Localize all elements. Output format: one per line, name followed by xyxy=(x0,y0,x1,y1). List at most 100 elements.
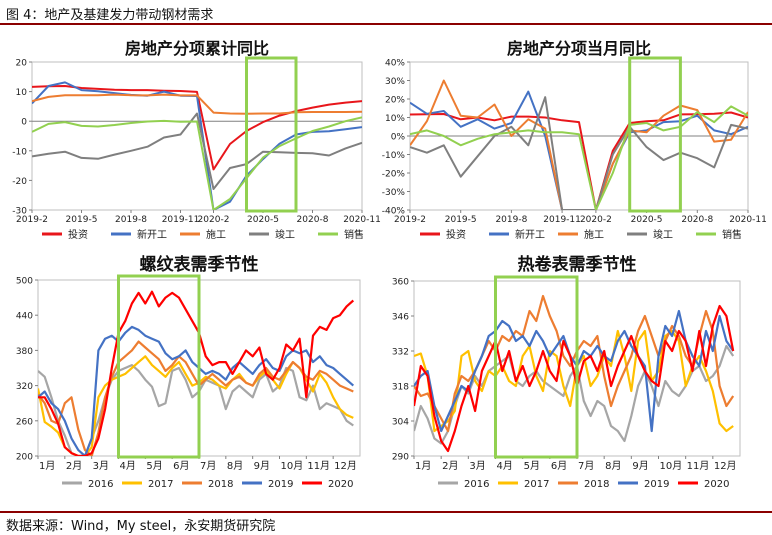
series-line-施工 xyxy=(32,93,362,115)
y-tick-label: 40% xyxy=(385,59,405,69)
legend-label: 2017 xyxy=(524,479,549,490)
y-tick-label: 346 xyxy=(392,313,409,323)
x-tick-label: 6月 xyxy=(551,460,567,472)
y-tick-label: 10% xyxy=(385,114,405,124)
y-tick-label: 380 xyxy=(16,347,33,357)
x-tick-label: 2020-5 xyxy=(247,215,279,225)
x-tick-label: 2020-5 xyxy=(631,215,663,225)
legend-label: 施工 xyxy=(584,228,604,241)
x-tick-label: 8月 xyxy=(605,460,621,472)
x-tick-label: 3月 xyxy=(93,460,109,472)
y-tick-label: 20 xyxy=(16,59,28,69)
x-tick-label: 2020-11 xyxy=(343,215,381,225)
legend-label: 2018 xyxy=(584,479,609,490)
y-tick-label: 10 xyxy=(16,88,28,98)
y-tick-label: -20 xyxy=(12,177,27,187)
x-tick-label: 10月 xyxy=(281,460,304,472)
chart-title: 房地产分项累计同比 xyxy=(125,39,269,58)
series-line-2020 xyxy=(414,304,735,453)
x-tick-label: 2020-8 xyxy=(681,215,713,225)
x-tick-label: 2019-2 xyxy=(394,215,426,225)
x-tick-label: 12月 xyxy=(334,460,357,472)
series-line-2018 xyxy=(414,294,735,433)
series-line-2018 xyxy=(38,340,354,456)
chart-title: 热卷表需季节性 xyxy=(518,254,637,275)
y-tick-label: 260 xyxy=(16,417,33,427)
legend-label: 2019 xyxy=(268,479,293,490)
legend-label: 2019 xyxy=(644,479,669,490)
y-tick-label: 30% xyxy=(385,77,405,87)
x-tick-label: 5月 xyxy=(146,460,162,472)
chart-title: 房地产分项当月同比 xyxy=(507,39,651,58)
x-tick-label: 2019-8 xyxy=(495,215,527,225)
x-tick-label: 7月 xyxy=(200,460,216,472)
legend-label: 2020 xyxy=(328,479,353,490)
highlight-box xyxy=(117,274,201,459)
series-line-2020 xyxy=(38,290,355,456)
y-tick-label: -30 xyxy=(12,207,27,217)
highlight-box xyxy=(245,56,298,213)
x-tick-label: 2020-11 xyxy=(729,215,767,225)
x-tick-label: 1月 xyxy=(39,460,55,472)
x-tick-label: 2020-2 xyxy=(580,215,612,225)
y-tick-label: 0 xyxy=(21,118,27,128)
top-divider xyxy=(0,23,772,25)
x-tick-label: 2019-11 xyxy=(543,215,581,225)
highlight-box xyxy=(628,56,682,213)
legend-label: 销售 xyxy=(344,228,364,241)
x-tick-label: 11月 xyxy=(687,460,710,472)
x-tick-label: 5月 xyxy=(524,460,540,472)
y-tick-label: -30% xyxy=(382,188,406,198)
x-tick-label: 2019-2 xyxy=(16,215,48,225)
x-tick-label: 10月 xyxy=(660,460,683,472)
x-tick-label: 9月 xyxy=(632,460,648,472)
chart-3: 螺纹表需季节性 200 260 320 380 440 500 1月 2月 3月 4月 5月 6月 7月 8… xyxy=(16,254,361,490)
y-tick-label: 290 xyxy=(392,453,409,463)
series-line-竣工 xyxy=(32,112,362,190)
chart-2: 房地产分项当月同比 -40% -30% -20% -10% 0% 10% 20% 30% 40% 2… xyxy=(382,39,767,241)
legend-label: 投资 xyxy=(446,228,466,241)
x-tick-label: 2月 xyxy=(442,460,458,472)
y-tick-label: 332 xyxy=(392,348,409,358)
series-line-销售 xyxy=(32,116,362,210)
legend-label: 竣工 xyxy=(275,228,295,241)
series-line-2017 xyxy=(414,329,734,433)
y-tick-label: 320 xyxy=(16,382,33,392)
x-tick-label: 2019-5 xyxy=(445,215,477,225)
highlight-box xyxy=(494,275,579,459)
bottom-divider xyxy=(0,511,772,513)
chart-1: 房地产分项累计同比 -30 -20 -10 0 10 20 2019-2 2019-5 2019-… xyxy=(12,39,381,241)
chart-4: 热卷表需季节性 290 304 318 332 346 360 1月 2月 3月 4月 5月 6月 7月 8… xyxy=(392,254,741,490)
y-tick-label: 440 xyxy=(16,312,33,322)
legend-label: 新开工 xyxy=(137,228,167,241)
chart-title: 螺纹表需季节性 xyxy=(140,254,259,275)
x-tick-label: 8月 xyxy=(227,460,243,472)
y-tick-label: 20% xyxy=(385,96,405,106)
series-line-竣工 xyxy=(410,96,748,210)
y-tick-label: -20% xyxy=(382,170,406,180)
x-tick-label: 12月 xyxy=(714,460,737,472)
series-line-投资 xyxy=(32,85,362,171)
legend-label: 2018 xyxy=(208,479,233,490)
x-tick-label: 2020-8 xyxy=(297,215,329,225)
y-tick-label: 318 xyxy=(392,383,409,393)
series-line-投资 xyxy=(410,111,748,210)
x-tick-label: 1月 xyxy=(415,460,431,472)
x-tick-label: 3月 xyxy=(469,460,485,472)
y-tick-label: 500 xyxy=(16,277,33,287)
x-tick-label: 11月 xyxy=(307,460,330,472)
legend-label: 2016 xyxy=(88,479,113,490)
y-tick-label: -10% xyxy=(382,151,406,161)
y-tick-label: -10 xyxy=(12,147,27,157)
x-tick-label: 2月 xyxy=(66,460,82,472)
x-tick-label: 9月 xyxy=(254,460,270,472)
x-tick-label: 4月 xyxy=(120,460,136,472)
x-tick-label: 2019-5 xyxy=(66,215,98,225)
y-tick-label: 0% xyxy=(391,133,406,143)
x-tick-label: 2020-2 xyxy=(198,215,230,225)
x-tick-label: 2019-11 xyxy=(162,215,200,225)
figure-title: 图 4：地产及基建发力带动钢材需求 xyxy=(6,8,214,23)
y-tick-label: -40% xyxy=(382,207,406,217)
legend-label: 竣工 xyxy=(653,228,673,241)
